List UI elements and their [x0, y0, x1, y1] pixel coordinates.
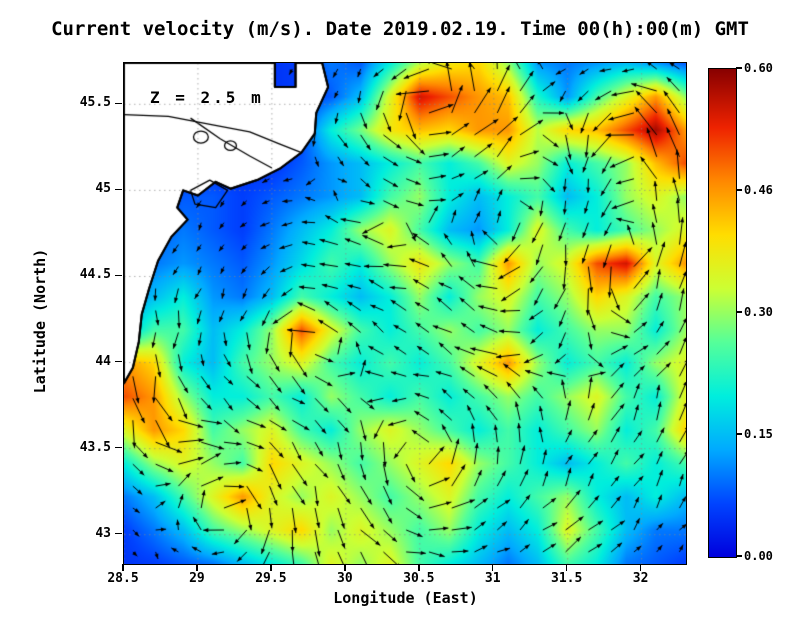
x-tick-mark	[491, 564, 494, 571]
colorbar-tick	[736, 189, 742, 191]
y-tick-mark	[115, 446, 122, 449]
y-tick-label: 43	[95, 525, 111, 541]
x-tick-label: 28.5	[107, 571, 139, 586]
colorbar-tick	[736, 67, 742, 69]
x-tick-label: 31.5	[551, 571, 583, 586]
y-tick-mark	[115, 532, 122, 535]
x-tick-mark	[418, 564, 420, 571]
x-tick-mark	[270, 564, 272, 571]
colorbar-label: 0.60	[744, 61, 773, 75]
y-axis-label: Latitude (North)	[31, 248, 49, 394]
colorbar-label: 0.30	[744, 305, 773, 319]
y-tick-label: 44	[95, 353, 111, 369]
x-tick-label: 32	[632, 571, 649, 586]
y-tick-mark	[115, 102, 122, 105]
x-tick-label: 31	[484, 571, 501, 586]
x-tick-label: 30.5	[403, 571, 435, 586]
x-tick-mark	[344, 564, 346, 571]
x-tick-mark	[196, 564, 198, 571]
y-tick-label: 43.5	[79, 439, 111, 455]
depth-annotation: Z = 2.5 m	[150, 88, 264, 107]
y-tick-label: 45.5	[79, 95, 111, 111]
x-tick-label: 30	[337, 571, 353, 586]
colorbar-label: 0.00	[744, 549, 773, 563]
plot-title: Current velocity (m/s). Date 2019.02.19.…	[51, 18, 749, 40]
y-tick-mark	[115, 360, 122, 363]
x-tick-mark	[565, 564, 568, 571]
y-tick-mark	[115, 188, 122, 191]
colorbar-tick	[736, 311, 742, 313]
y-tick-label: 44.5	[79, 267, 111, 283]
colorbar	[708, 68, 737, 558]
colorbar-label: 0.15	[744, 427, 773, 441]
x-tick-label: 29.5	[255, 571, 287, 586]
x-tick-mark	[122, 564, 124, 571]
x-tick-mark	[639, 564, 642, 571]
velocity-map-canvas	[123, 62, 687, 565]
x-tick-label: 29	[189, 571, 205, 586]
colorbar-tick	[736, 433, 742, 435]
colorbar-label: 0.46	[744, 183, 773, 197]
colorbar-tick	[736, 555, 742, 557]
x-axis-label: Longitude (East)	[333, 589, 478, 607]
y-tick-mark	[115, 274, 122, 277]
y-tick-label: 45	[95, 181, 111, 197]
